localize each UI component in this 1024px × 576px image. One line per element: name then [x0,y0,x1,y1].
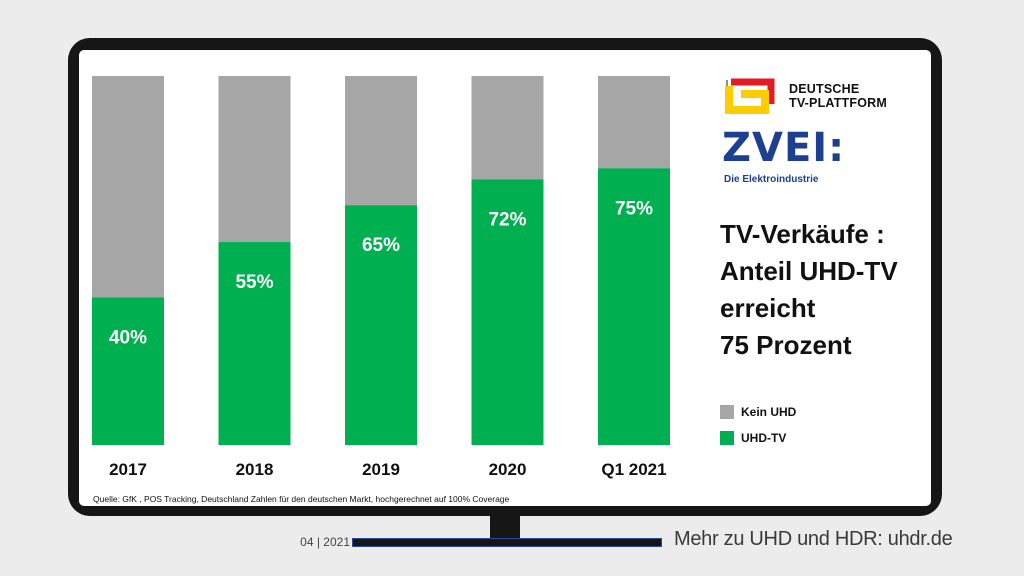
bar-uhd-tv-2 [345,205,417,445]
tv-screen: 40% 2017 55% 2018 65% 2019 72% 2020 75% Q1 2021 Q… [79,50,931,506]
data-label-4: 75% [615,198,653,219]
headline-line-1: TV-Verkäufe : [720,219,885,249]
bar-kein-uhd-1 [218,76,291,243]
x-tick-label-4: Q1 2021 [601,460,666,479]
tv-stand-neck [490,516,520,538]
footer-link: Mehr zu UHD und HDR: uhdr.de [674,528,953,550]
dtvp-line2: TV-PLATTFORM [789,96,887,110]
x-tick-label-2: 2019 [362,460,400,479]
legend-label-uhd-tv: UHD-TV [741,431,787,445]
source-note: Quelle: GfK , POS Tracking, Deutschland … [93,494,510,504]
bar-kein-uhd-0 [92,76,164,298]
bar-uhd-tv-1 [218,242,291,445]
zvei-logo: ZVEI: Die Elektroindustrie [722,125,846,188]
data-label-3: 72% [488,209,526,230]
bar-uhd-tv-3 [471,179,544,445]
zvei-logo-sub: Die Elektroindustrie [724,174,819,185]
legend-swatch-uhd-tv [720,431,734,445]
dtvp-logo-icon [725,78,775,114]
x-tick-label-0: 2017 [109,460,147,479]
legend: Kein UHD UHD-TV [720,399,796,451]
data-label-1: 55% [235,272,273,293]
legend-label-kein-uhd: Kein UHD [741,405,797,419]
bar-kein-uhd-2 [345,76,417,206]
headline-line-2: Anteil UHD-TV [720,256,898,286]
stacked-bar-chart: 40% 2017 55% 2018 65% 2019 72% 2020 75% Q1 2021 [92,76,670,479]
dtvp-logo: DEUTSCHE TV-PLATTFORM [721,68,911,128]
x-tick-label-3: 2020 [489,460,527,479]
dtvp-logo-text: DEUTSCHE TV-PLATTFORM [789,82,887,110]
bar-uhd-tv-4 [598,168,670,445]
legend-swatch-kein-uhd [720,405,734,419]
legend-item-kein-uhd: Kein UHD [720,399,796,425]
x-tick-label-1: 2018 [236,460,274,479]
bar-uhd-tv-0 [92,297,164,445]
bar-kein-uhd-4 [598,76,670,169]
data-label-0: 40% [109,327,147,348]
data-label-2: 65% [362,235,400,256]
tv-stand-base [352,538,662,547]
dtvp-line1: DEUTSCHE [789,82,860,96]
headline-line-3: erreicht [720,293,816,323]
zvei-logo-word: ZVEI: [722,125,846,171]
legend-item-uhd-tv: UHD-TV [720,425,796,451]
headline: TV-Verkäufe : Anteil UHD-TV erreicht 75 … [720,216,920,364]
date-label: 04 | 2021 [300,535,350,549]
headline-line-4: 75 Prozent [720,330,852,360]
bar-kein-uhd-3 [471,76,544,180]
